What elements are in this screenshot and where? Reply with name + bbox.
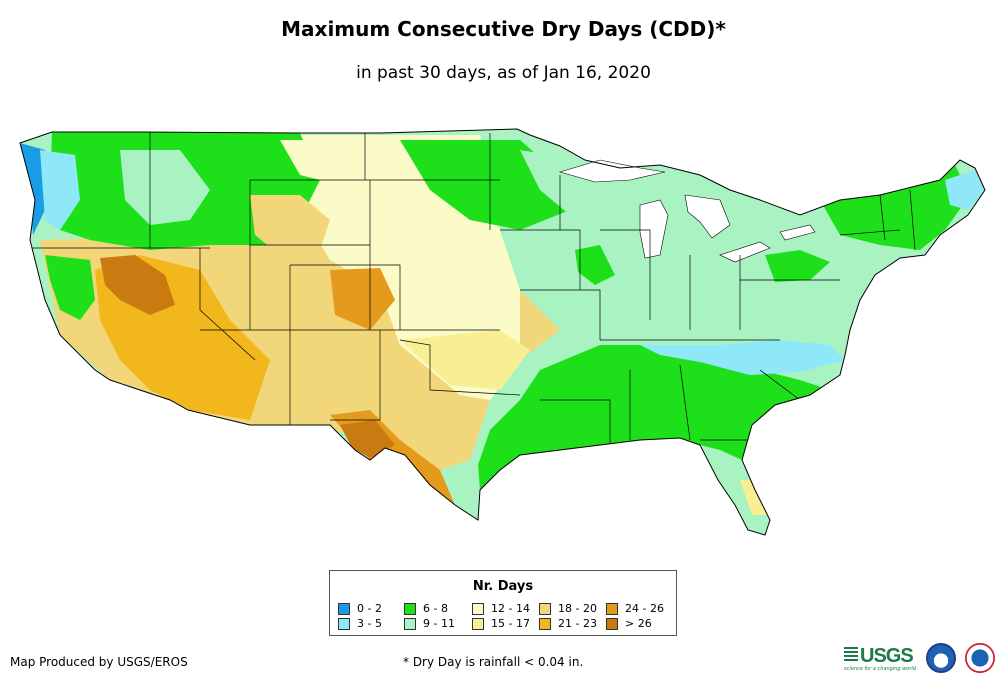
legend-label: 12 - 14 [491, 602, 530, 615]
legend-swatch [338, 617, 350, 630]
noaa-logo [926, 643, 956, 673]
legend-item: 15 - 17 [472, 617, 530, 630]
region-montana-yellow [280, 140, 380, 185]
legend-label: 0 - 2 [357, 602, 382, 615]
legend-swatch [606, 602, 618, 615]
map-title: Maximum Consecutive Dry Days (CDD)* [281, 17, 726, 41]
legend-label: 24 - 26 [625, 602, 664, 615]
legend-label: 9 - 11 [423, 617, 455, 630]
lake-erie [719, 241, 771, 263]
region-pennsylvania-green [765, 250, 830, 282]
legend-swatch [539, 617, 551, 630]
region-carolinas-lightblue [640, 340, 845, 375]
legend-item: > 26 [606, 617, 652, 630]
footnote-text: * Dry Day is rainfall < 0.04 in. [403, 655, 584, 669]
legend: Nr. Days 0 - 2 3 - 5 6 - 8 9 - 11 12 - 1… [329, 570, 677, 636]
usgs-wave-icon [844, 647, 858, 663]
legend-label: 21 - 23 [558, 617, 597, 630]
region-nevada-darkorange [100, 255, 175, 315]
legend-label: 6 - 8 [423, 602, 448, 615]
usgs-logo: USGS [844, 645, 914, 668]
legend-item: 9 - 11 [404, 617, 455, 630]
legend-swatch [338, 602, 350, 615]
legend-swatch [472, 617, 484, 630]
dry-day-regions [20, 132, 985, 530]
legend-swatch [606, 617, 618, 630]
usgs-logo-text: USGS [860, 645, 914, 667]
region-missouri-green [575, 245, 615, 285]
legend-swatch [472, 602, 484, 615]
lake-huron [684, 194, 731, 239]
region-colorado-orange [330, 268, 395, 330]
legend-swatch [404, 617, 416, 630]
region-maine-lightblue [945, 170, 985, 210]
credit-text: Map Produced by USGS/EROS [10, 655, 188, 669]
region-california-green [45, 255, 95, 320]
region-pacific-lightblue [40, 150, 80, 230]
legend-item: 18 - 20 [539, 602, 597, 615]
legend-label: 15 - 17 [491, 617, 530, 630]
region-idaho-lightgreen [120, 150, 210, 225]
region-southeast-green [478, 345, 830, 490]
legend-swatch [539, 602, 551, 615]
legend-item: 6 - 8 [404, 602, 448, 615]
region-wyoming-yellow [250, 195, 330, 255]
map-subtitle: in past 30 days, as of Jan 16, 2020 [356, 63, 651, 83]
legend-item: 12 - 14 [472, 602, 530, 615]
region-oklahoma-light [400, 330, 530, 390]
legend-label: > 26 [625, 617, 652, 630]
state-boundaries [30, 132, 916, 460]
legend-item: 0 - 2 [338, 602, 382, 615]
legend-swatch [404, 602, 416, 615]
region-northeast-green [820, 165, 970, 250]
legend-item: 21 - 23 [539, 617, 597, 630]
legend-item: 24 - 26 [606, 602, 664, 615]
lake-superior [558, 159, 666, 183]
lake-michigan [639, 199, 669, 259]
nws-logo [965, 643, 995, 673]
legend-item: 3 - 5 [338, 617, 382, 630]
usgs-tagline: science for a changing world [844, 666, 916, 672]
legend-title: Nr. Days [472, 579, 534, 594]
lake-ontario [779, 224, 816, 241]
legend-label: 3 - 5 [357, 617, 382, 630]
legend-label: 18 - 20 [558, 602, 597, 615]
